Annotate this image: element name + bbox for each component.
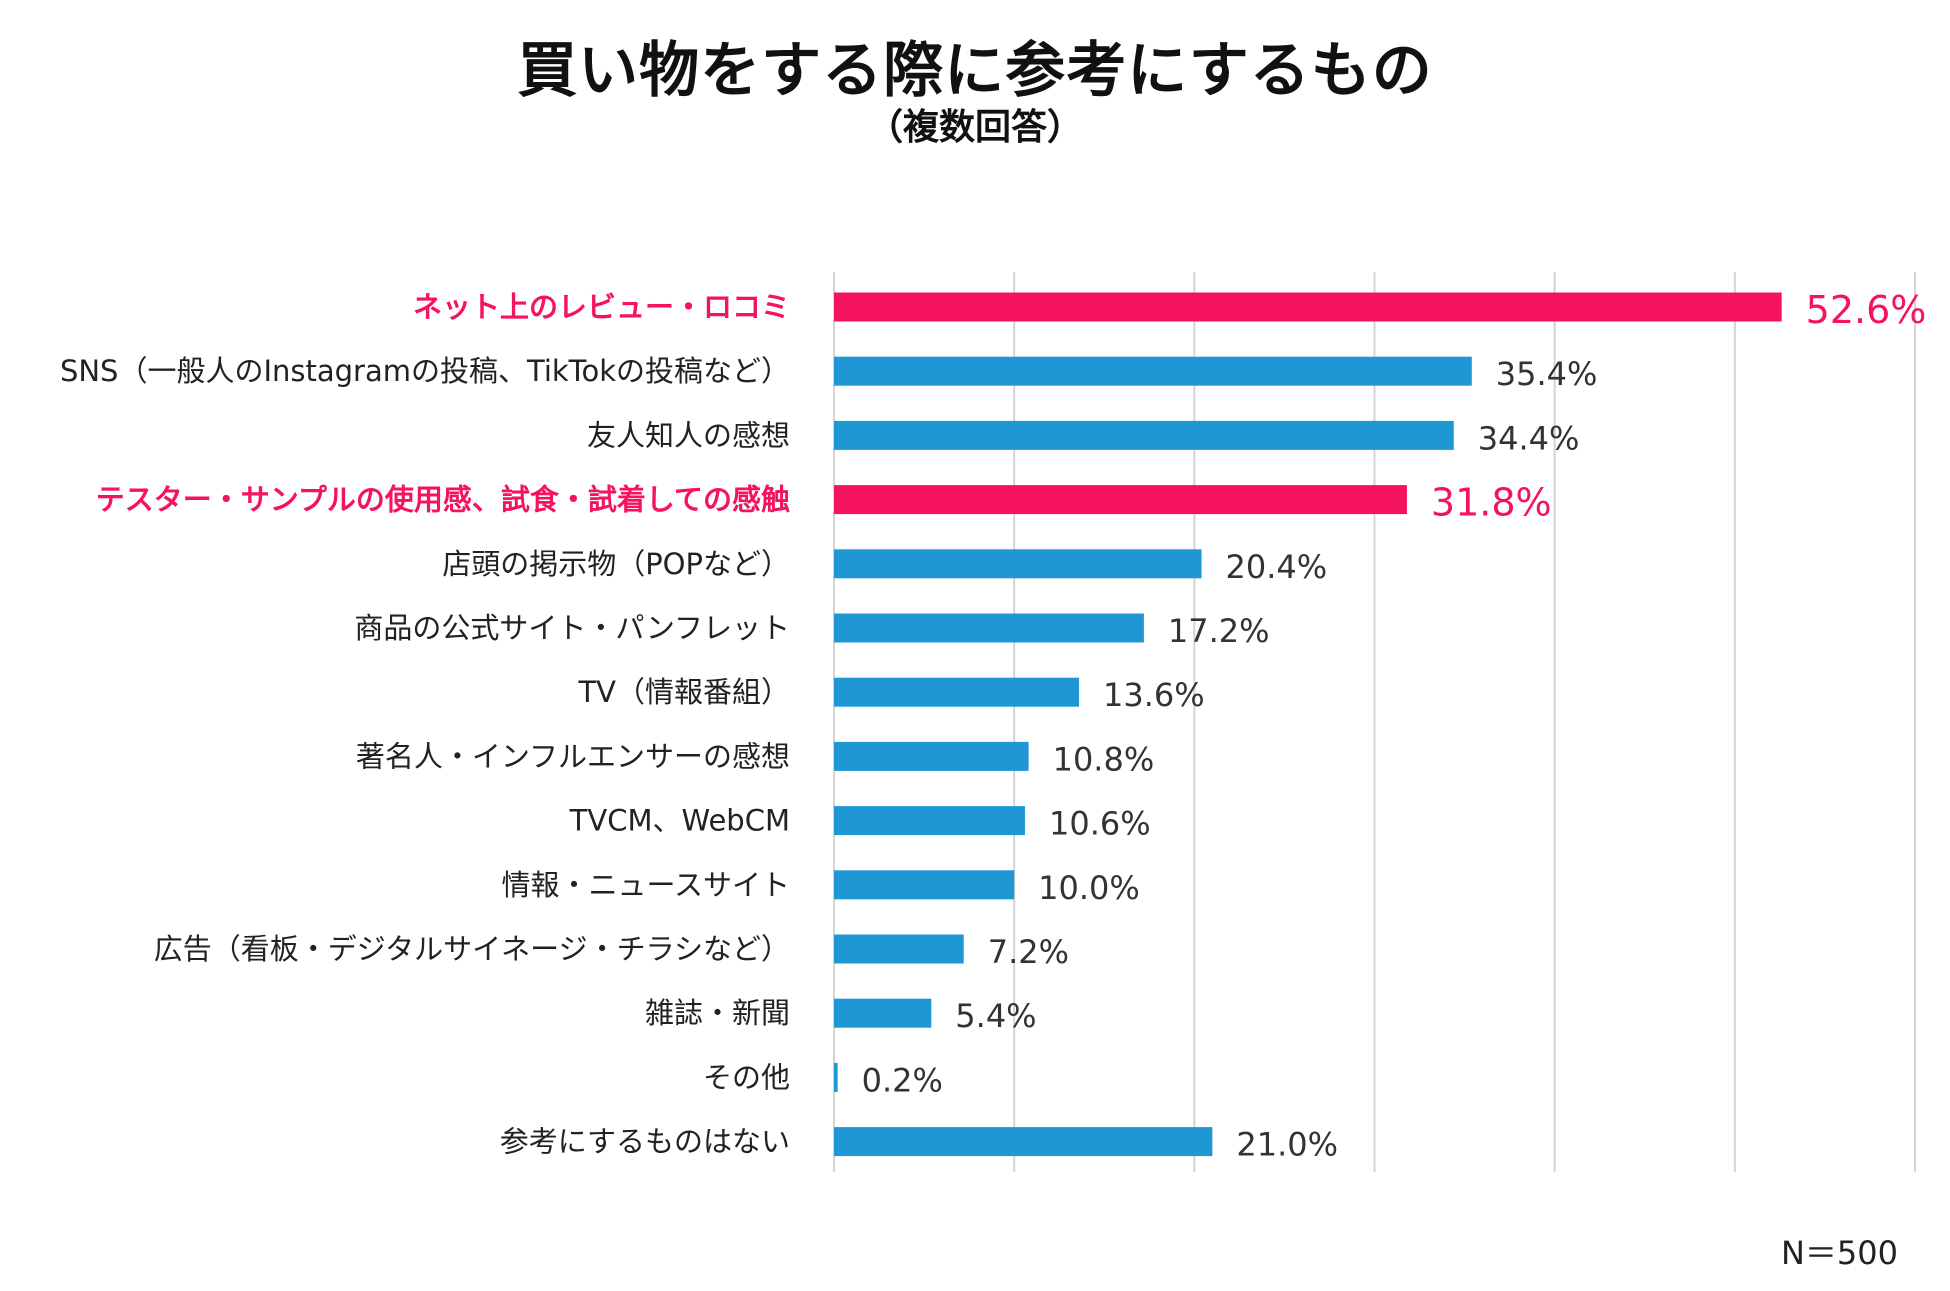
category-label-1: SNS（一般人のInstagramの投稿、TikTokの投稿など）	[60, 354, 790, 388]
value-label-11: 5.4%	[955, 997, 1036, 1035]
chart-subtitle: （複数回答）	[866, 107, 1083, 148]
value-label-6: 13.6%	[1103, 676, 1205, 714]
chart-title: 買い物をする際に参考にするもの	[517, 36, 1433, 106]
bar-11	[834, 998, 932, 1028]
bar-12	[834, 1062, 838, 1092]
category-label-4: 店頭の掲示物（POPなど）	[442, 547, 790, 581]
value-label-7: 10.8%	[1053, 740, 1155, 778]
value-label-13: 21.0%	[1236, 1126, 1338, 1164]
category-labels: ネット上のレビュー・ロコミ SNS（一般人のInstagramの投稿、TikTok…	[60, 290, 790, 1159]
category-label-0: ネット上のレビュー・ロコミ	[413, 290, 790, 324]
value-labels: 52.6% 35.4% 34.4% 31.8% 20.4% 17.2% 13.6% 10.8%…	[862, 288, 1927, 1164]
value-label-5: 17.2%	[1168, 612, 1270, 650]
category-label-6: TV（情報番組）	[577, 675, 790, 709]
bar-9	[834, 870, 1015, 900]
value-label-12: 0.2%	[862, 1061, 943, 1099]
category-label-10: 広告（看板・デジタルサイネージ・チラシなど）	[154, 932, 790, 966]
value-label-9: 10.0%	[1038, 869, 1140, 907]
value-label-3: 31.8%	[1431, 481, 1552, 525]
category-label-5: 商品の公式サイト・パンフレット	[354, 611, 790, 645]
value-label-8: 10.6%	[1049, 805, 1151, 843]
category-label-13: 参考にするものはない	[500, 1125, 790, 1159]
gridlines	[833, 272, 1916, 1172]
value-label-0: 52.6%	[1806, 288, 1927, 332]
bar-6	[834, 677, 1080, 707]
bars	[834, 292, 1782, 1157]
sample-size-note: N＝500	[1780, 1234, 1898, 1272]
value-label-10: 7.2%	[988, 933, 1069, 971]
category-label-3: テスター・サンプルの使用感、試食・試着しての感触	[96, 483, 790, 517]
category-label-8: TVCM、WebCM	[569, 804, 790, 838]
category-label-9: 情報・ニュースサイト	[501, 868, 790, 902]
value-label-4: 20.4%	[1226, 548, 1328, 586]
bar-1	[834, 356, 1472, 386]
bar-10	[834, 934, 964, 964]
bar-13	[834, 1127, 1213, 1157]
bar-3	[834, 485, 1407, 515]
value-label-2: 34.4%	[1478, 419, 1580, 457]
bar-2	[834, 420, 1454, 450]
bar-7	[834, 741, 1029, 771]
category-label-12: その他	[703, 1060, 790, 1094]
value-label-1: 35.4%	[1496, 355, 1598, 393]
category-label-11: 雑誌・新聞	[645, 996, 790, 1030]
bar-0	[834, 292, 1782, 322]
category-label-7: 著名人・インフルエンサーの感想	[356, 739, 790, 773]
category-label-2: 友人知人の感想	[587, 418, 790, 452]
bar-8	[834, 806, 1025, 836]
bar-4	[834, 549, 1202, 579]
bar-5	[834, 613, 1144, 643]
